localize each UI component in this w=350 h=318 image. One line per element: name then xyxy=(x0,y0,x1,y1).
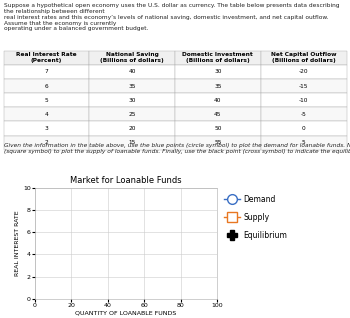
Title: Market for Loanable Funds: Market for Loanable Funds xyxy=(70,176,182,185)
Y-axis label: REAL INTEREST RATE: REAL INTEREST RATE xyxy=(15,211,20,276)
Text: Given the information in the table above, use the blue points (circle symbol) to: Given the information in the table above… xyxy=(4,143,350,154)
X-axis label: QUANTITY OF LOANABLE FUNDS: QUANTITY OF LOANABLE FUNDS xyxy=(75,311,177,316)
Text: Suppose a hypothetical open economy uses the U.S. dollar as currency. The table : Suppose a hypothetical open economy uses… xyxy=(4,3,339,31)
Legend: Demand, Supply, Equilibrium: Demand, Supply, Equilibrium xyxy=(224,195,287,240)
